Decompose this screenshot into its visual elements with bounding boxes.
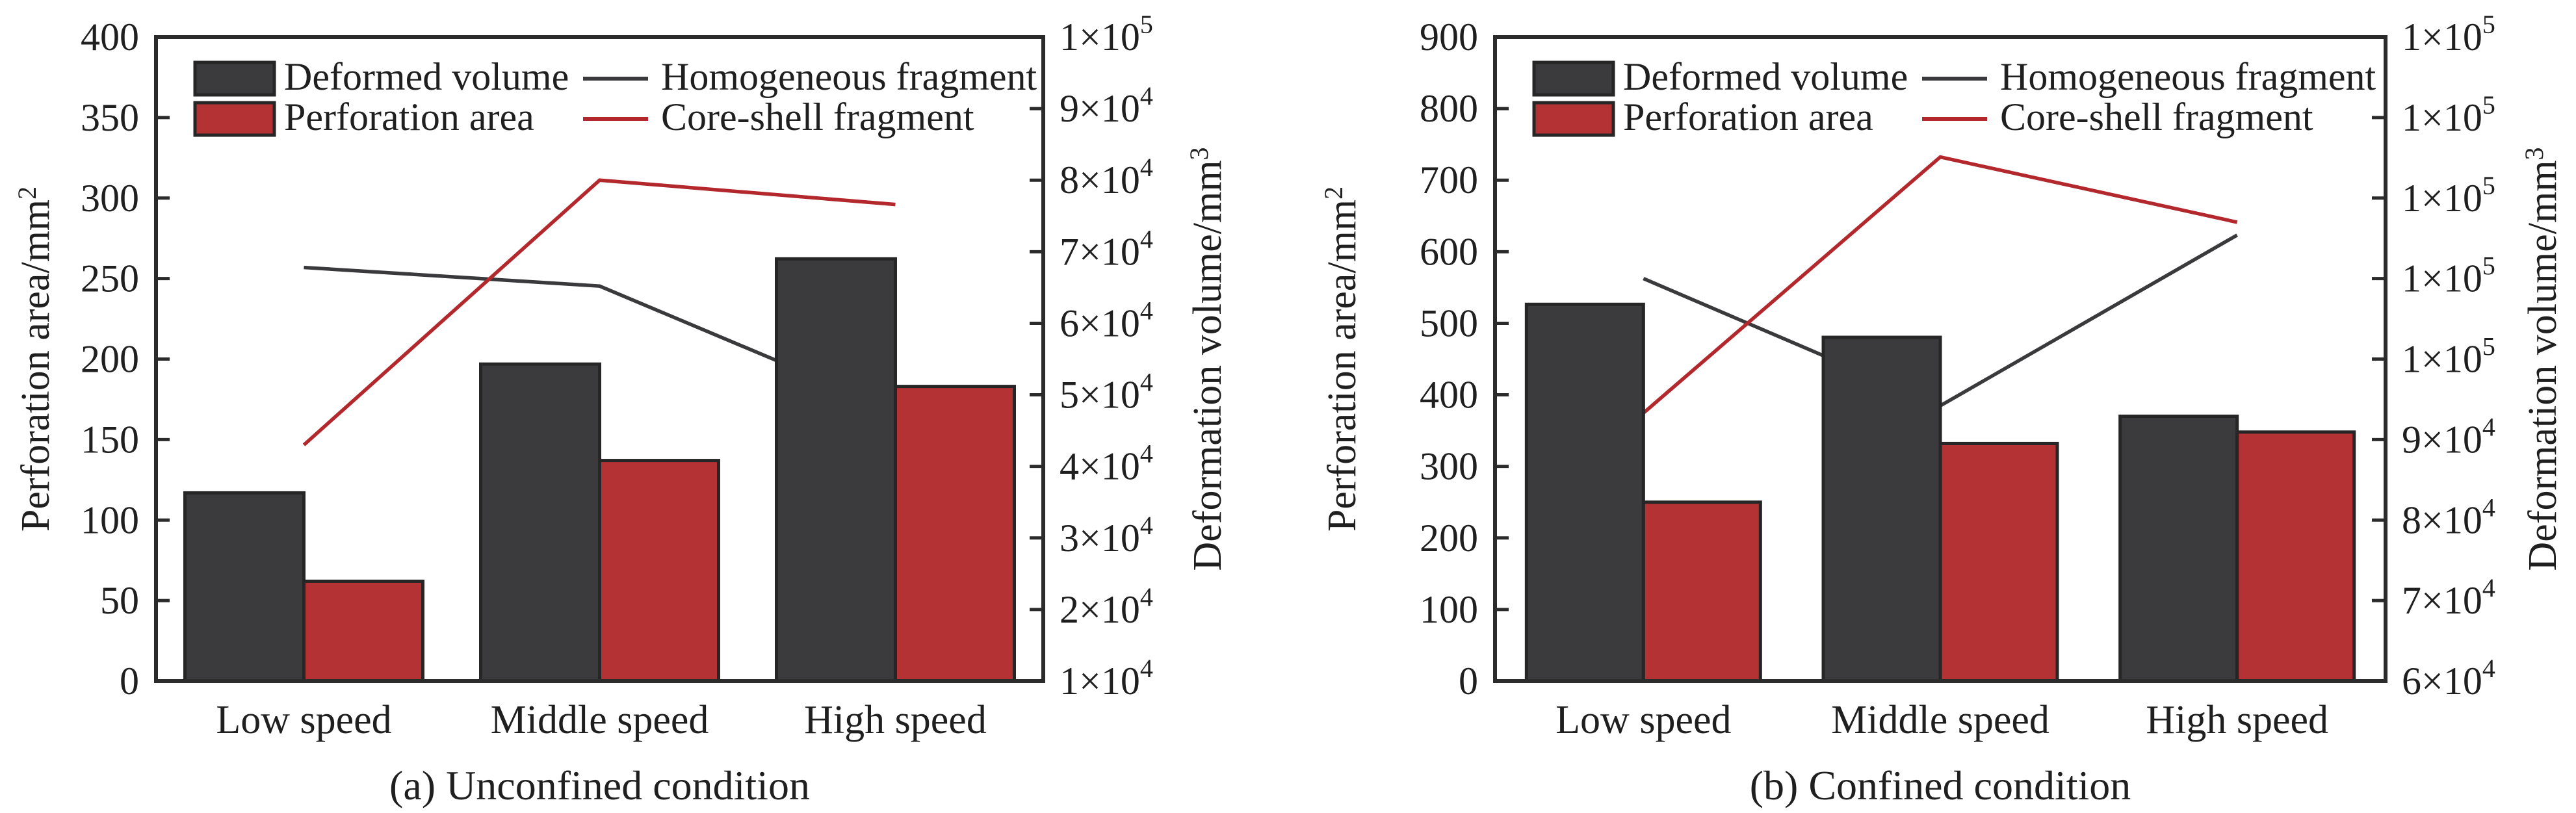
legend-label-b-core-shell-fragment: Core-shell fragment — [2000, 96, 2313, 138]
tick-label-right-b-7: 8×104 — [2402, 493, 2495, 542]
y-axis-label-left-a: Perforation area/mm2 — [12, 187, 58, 532]
bar-b-perforation-area-3 — [2235, 430, 2356, 683]
tick-label-left-a-150: 150 — [81, 418, 139, 461]
chart-a: 0 50 100 150 200 250 300 350 400 1×104 2×104 3×104 4… — [12, 10, 1230, 809]
tick-label-right-a-8: 3×104 — [1060, 510, 1153, 560]
tick-label-right-a-1: 1×105 — [1060, 10, 1153, 59]
y-axis-label-right-b: Deformation volume/mm3 — [2519, 148, 2565, 571]
legend-label-a-deformed-volume: Deformed volume — [284, 55, 569, 98]
tick-label-left-a-400: 400 — [81, 16, 139, 58]
tick-label-right-b-4: 1×105 — [2402, 251, 2495, 300]
category-label-b-high-speed: High speed — [2146, 698, 2328, 742]
tick-label-right-b-9: 6×104 — [2402, 654, 2495, 703]
tick-label-right-a-9: 2×104 — [1060, 582, 1153, 631]
caption-b: (b) Confined condition — [1750, 762, 2131, 808]
line-b-core-shell-fragment — [1642, 155, 2238, 415]
tick-label-right-a-7: 4×104 — [1060, 439, 1153, 488]
line-a-core-shell-fragment — [302, 178, 896, 446]
tick-label-right-b-8: 7×104 — [2402, 573, 2495, 623]
tick-label-left-b-800: 800 — [1420, 87, 1478, 130]
plot-frame-a — [154, 35, 1045, 683]
tick-label-right-b-3: 1×105 — [2402, 170, 2495, 220]
category-label-b-middle-speed: Middle speed — [1831, 698, 2049, 742]
tick-label-left-b-100: 100 — [1420, 588, 1478, 631]
legend-label-b-homogeneous-fragment: Homogeneous fragment — [2000, 55, 2376, 98]
tick-label-left-b-600: 600 — [1420, 230, 1478, 273]
bar-a-perforation-area-3 — [894, 385, 1016, 683]
tick-label-right-b-6: 9×104 — [2402, 412, 2495, 461]
category-label-a-high-speed: High speed — [804, 698, 987, 742]
chart-b: 0 100 200 300 400 500 600 700 800 900 6×104 7×104 8×… — [1319, 10, 2565, 809]
bar-a-perforation-area-1 — [302, 579, 424, 683]
bar-b-deformed-volume-1 — [1524, 302, 1645, 683]
bar-b-perforation-area-2 — [1938, 441, 2059, 683]
category-label-a-low-speed: Low speed — [216, 698, 391, 742]
tick-label-right-a-5: 6×104 — [1060, 296, 1153, 345]
caption-a: (a) Unconfined condition — [389, 762, 810, 808]
legend-label-a-core-shell-fragment: Core-shell fragment — [661, 96, 974, 138]
tick-label-left-a-100: 100 — [81, 498, 139, 541]
tick-label-left-b-300: 300 — [1420, 445, 1478, 488]
legend-swatch-b-dark — [1532, 60, 1615, 97]
category-label-a-middle-speed: Middle speed — [491, 698, 709, 742]
y-axis-label-left-b: Perforation area/mm2 — [1319, 187, 1364, 532]
tick-label-left-b-700: 700 — [1420, 159, 1478, 201]
tick-label-right-b-1: 1×105 — [2402, 10, 2495, 59]
tick-label-right-a-3: 8×104 — [1060, 153, 1153, 202]
bar-b-perforation-area-1 — [1641, 500, 1762, 683]
legend-swatch-a-red — [193, 101, 276, 137]
bar-b-deformed-volume-2 — [1821, 335, 1942, 683]
tick-label-left-a-200: 200 — [81, 338, 139, 381]
tick-label-right-a-2: 9×104 — [1060, 81, 1153, 131]
bar-a-deformed-volume-2 — [479, 362, 601, 683]
plot-frame-b — [1493, 35, 2387, 683]
legend-label-b-perforation-area: Perforation area — [1623, 96, 1873, 138]
tick-label-left-a-350: 350 — [81, 96, 139, 139]
bar-b-deformed-volume-3 — [2118, 414, 2239, 683]
tick-label-left-a-0: 0 — [120, 660, 139, 703]
legend-label-a-perforation-area: Perforation area — [284, 96, 534, 138]
legend-label-b-deformed-volume: Deformed volume — [1623, 55, 1908, 98]
tick-label-right-a-4: 7×104 — [1060, 224, 1153, 274]
tick-label-left-b-500: 500 — [1420, 302, 1478, 344]
tick-label-left-a-250: 250 — [81, 257, 139, 300]
tick-label-left-b-200: 200 — [1420, 517, 1478, 560]
category-label-b-low-speed: Low speed — [1555, 698, 1731, 742]
y-axis-label-right-a: Deformation volume/mm3 — [1184, 148, 1230, 571]
tick-label-left-a-300: 300 — [81, 177, 139, 220]
tick-label-left-b-400: 400 — [1420, 374, 1478, 417]
bar-a-deformed-volume-3 — [775, 257, 897, 683]
tick-label-left-a-50: 50 — [100, 579, 139, 622]
tick-label-right-b-5: 1×105 — [2402, 331, 2495, 381]
tick-label-right-b-2: 1×105 — [2402, 90, 2495, 139]
tick-label-right-a-6: 5×104 — [1060, 367, 1153, 417]
legend-swatch-b-red — [1532, 101, 1615, 137]
bar-a-perforation-area-2 — [598, 459, 720, 683]
tick-label-right-a-10: 1×104 — [1060, 654, 1153, 703]
tick-label-left-b-900: 900 — [1420, 16, 1478, 58]
tick-label-left-b-0: 0 — [1459, 660, 1478, 703]
bar-a-deformed-volume-1 — [183, 491, 306, 683]
legend-label-a-homogeneous-fragment: Homogeneous fragment — [661, 55, 1037, 98]
legend-swatch-a-dark — [193, 60, 276, 97]
